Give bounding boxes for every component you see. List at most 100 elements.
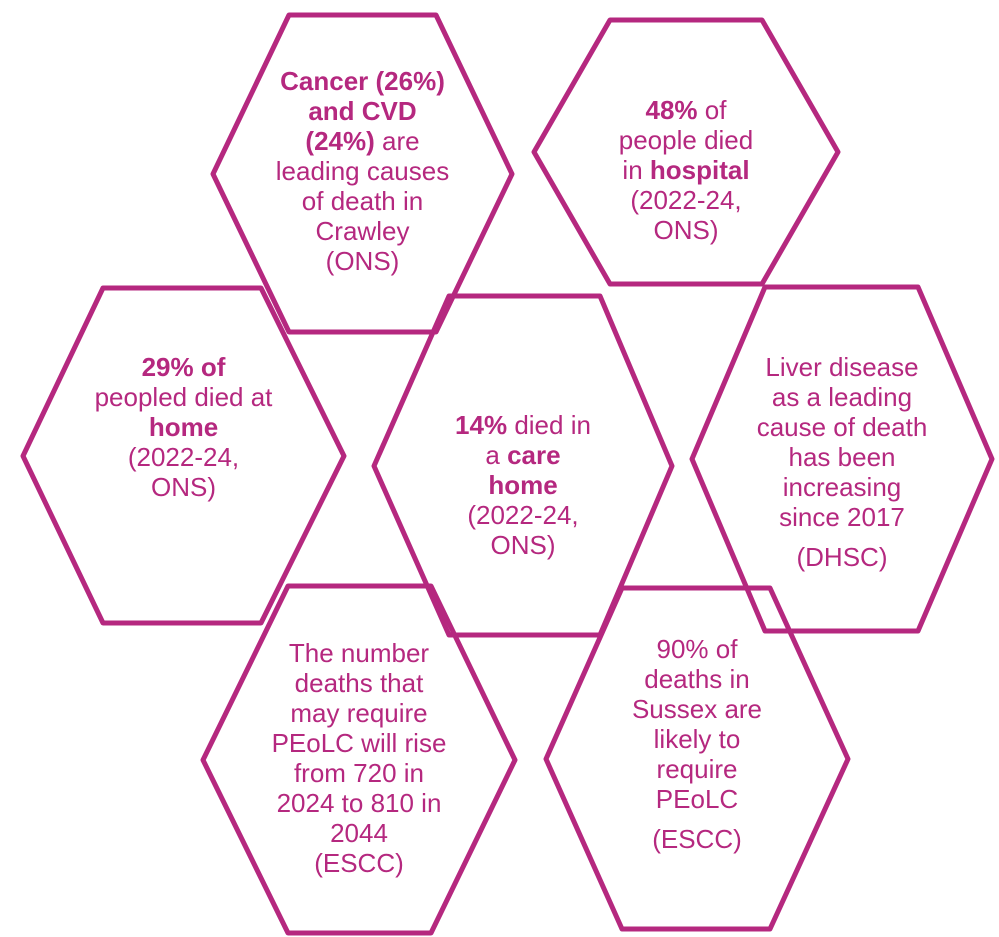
hex-text-segment: cause of death	[756, 412, 928, 442]
hex-text-segment: peopled died at	[94, 382, 273, 412]
hex-text-segment: ONS)	[653, 215, 719, 245]
hex-line: as a leading	[692, 382, 992, 412]
hex-line: ONS)	[534, 215, 838, 245]
hex-text-segment: of death in	[301, 186, 424, 216]
hex-text-segment: ONS)	[151, 472, 216, 502]
hex-text-segment: (2022-24,	[467, 500, 579, 530]
hex-line: deaths in	[546, 664, 848, 694]
hex-text-bold: 29% of	[141, 352, 226, 382]
hexagon-liver	[689, 284, 995, 634]
hex-text-peolc-rise: The number deaths that may require PEoLC wi…	[203, 638, 515, 878]
hexagon-peolc-rise	[200, 583, 518, 936]
hex-text-care-home: 14% died in a care home (2022-24, ONS)	[374, 410, 672, 560]
hex-text-segment: 90% of	[656, 634, 738, 664]
hex-line: in hospital	[534, 155, 838, 185]
hex-text-segment: deaths in	[644, 664, 750, 694]
hex-text-bold: 14%	[455, 410, 508, 440]
hex-text-segment: Liver disease	[765, 352, 919, 382]
hex-text-segment: died in	[507, 410, 591, 440]
hex-text-segment: PEoLC	[655, 784, 739, 814]
hex-line: deaths that	[203, 668, 515, 698]
hex-line: (ESCC)	[203, 848, 515, 878]
hex-line: The number	[203, 638, 515, 668]
hex-line: and CVD	[213, 96, 512, 126]
hex-text-liver: Liver disease as a leading cause of death h…	[692, 352, 992, 572]
hex-line: 29% of	[23, 352, 344, 382]
hex-text-segment: leading causes	[275, 156, 450, 186]
hex-text-cancer-cvd: Cancer (26%) and CVD (24%) are leading caus…	[213, 66, 512, 276]
hex-line: likely to	[546, 724, 848, 754]
hex-text-segment: deaths that	[294, 668, 424, 698]
hexagon-cancer-cvd	[210, 12, 515, 335]
hex-line: (24%) are	[213, 126, 512, 156]
hex-line: cause of death	[692, 412, 992, 442]
hex-text-segment: has been	[788, 442, 896, 472]
hexagon-sussex	[543, 585, 851, 932]
hexagon-home	[20, 285, 347, 626]
hex-line: of death in	[213, 186, 512, 216]
hex-line: Sussex are	[546, 694, 848, 724]
hex-line: 90% of	[546, 634, 848, 664]
hex-text-segment: Sussex are	[631, 694, 763, 724]
hex-line: home	[374, 470, 672, 500]
hex-text-segment: likely to	[653, 724, 741, 754]
hex-text-bold: hospital	[649, 155, 750, 185]
hex-text-segment: may require	[290, 698, 428, 728]
hex-line: may require	[203, 698, 515, 728]
hex-line: (DHSC)	[692, 542, 992, 572]
hex-text-segment: of	[697, 95, 727, 125]
hex-line: (2022-24,	[534, 185, 838, 215]
hex-line: PEoLC will rise	[203, 728, 515, 758]
hex-text-bold: 48%	[645, 95, 698, 125]
hex-text-bold: care	[507, 440, 561, 470]
hex-text-segment: ONS)	[490, 530, 556, 560]
hex-text-segment: people died	[618, 125, 754, 155]
hex-line: (ESCC)	[546, 824, 848, 854]
hex-line: has been	[692, 442, 992, 472]
hex-line: ONS)	[23, 472, 344, 502]
hex-line: home	[23, 412, 344, 442]
hex-text-segment: since 2017	[779, 502, 905, 532]
hex-line: require	[546, 754, 848, 784]
hex-line: PEoLC	[546, 784, 848, 814]
hex-text-segment: in	[622, 155, 650, 185]
hexagon-hospital	[531, 17, 841, 287]
hex-line: 14% died in	[374, 410, 672, 440]
hex-text-segment: require	[656, 754, 738, 784]
hex-text-segment: (ESCC)	[652, 824, 742, 854]
hex-text-segment: PEoLC will rise	[271, 728, 447, 758]
hex-line: (2022-24,	[374, 500, 672, 530]
hex-text-sussex: 90% of deaths in Sussex are likely to requir…	[546, 634, 848, 854]
hex-text-home: 29% of peopled died at home (2022-24, ONS)	[23, 352, 344, 502]
hex-line: people died	[534, 125, 838, 155]
hex-text-segment: from 720 in	[293, 758, 425, 788]
hex-text-segment: (2022-24,	[630, 185, 742, 215]
hex-line: a care	[374, 440, 672, 470]
hex-line: peopled died at	[23, 382, 344, 412]
hex-line: (ONS)	[213, 246, 512, 276]
hex-text-segment: (2022-24,	[127, 442, 240, 472]
hex-text-segment: a	[485, 440, 508, 470]
hex-text-segment: (DHSC)	[796, 542, 888, 572]
hex-line: Crawley	[213, 216, 512, 246]
hex-line: increasing	[692, 472, 992, 502]
hex-text-bold: home	[148, 412, 219, 442]
hex-line: since 2017	[692, 502, 992, 532]
hex-line: 48% of	[534, 95, 838, 125]
hex-text-segment: as a leading	[771, 382, 913, 412]
hex-line: Cancer (26%)	[213, 66, 512, 96]
hex-line: 2024 to 810 in	[203, 788, 515, 818]
hex-text-segment: 2044	[330, 818, 388, 848]
hex-line: (2022-24,	[23, 442, 344, 472]
hex-text-segment: Crawley	[315, 216, 410, 246]
hex-line: ONS)	[374, 530, 672, 560]
hex-line: Liver disease	[692, 352, 992, 382]
hex-text-segment: (ONS)	[325, 246, 400, 276]
hex-text-bold: home	[488, 470, 558, 500]
hex-text-hospital: 48% of people died in hospital (2022-24, ONS…	[534, 95, 838, 245]
hex-text-segment: increasing	[782, 472, 902, 502]
hex-text-bold: Cancer (26%)	[280, 66, 445, 96]
hex-text-bold: (24%)	[305, 126, 375, 156]
hex-text-segment: 2024 to 810 in	[276, 788, 442, 818]
